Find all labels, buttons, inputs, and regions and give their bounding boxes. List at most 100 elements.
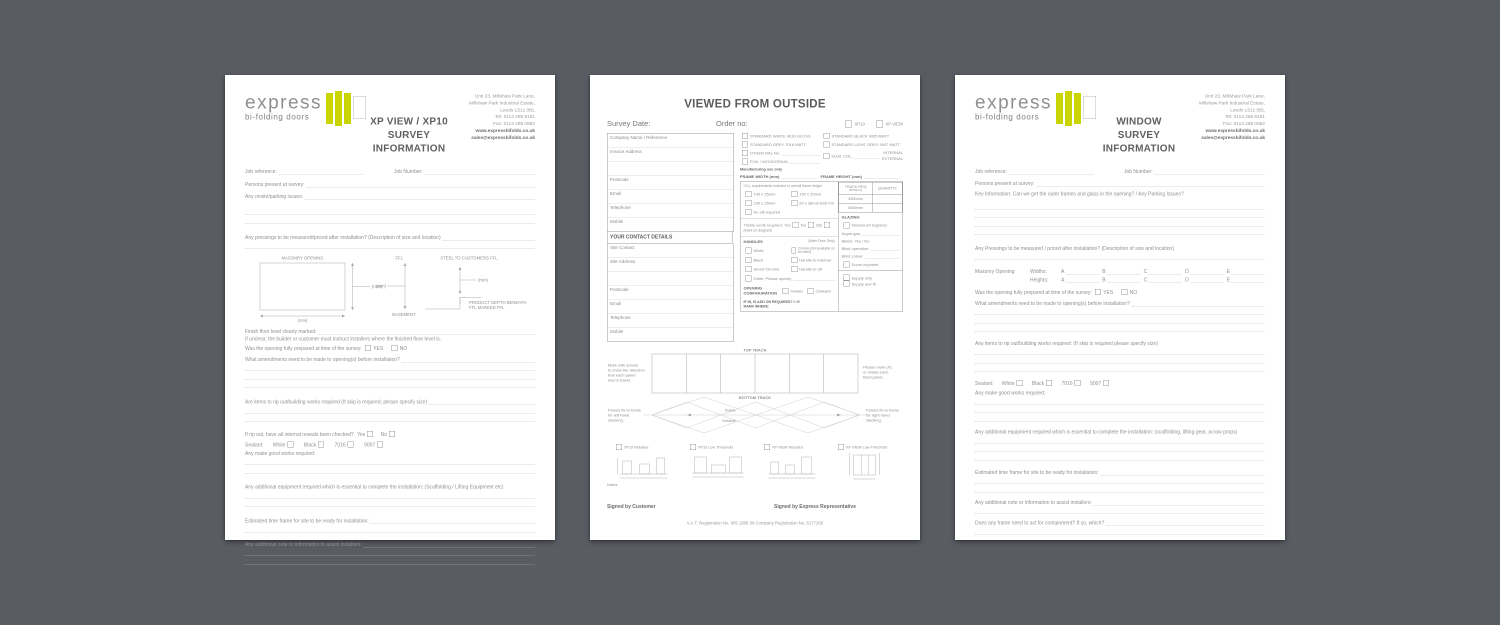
field-telephone[interactable]: Telephone (607, 204, 734, 218)
write-line[interactable] (245, 363, 535, 371)
field-company-name[interactable]: Company Name / Reference (607, 134, 734, 148)
checkbox-other-ral[interactable] (742, 150, 748, 156)
checkbox-handle-cill[interactable] (791, 266, 798, 272)
write-line[interactable] (975, 210, 1265, 218)
write-line[interactable] (1036, 181, 1265, 187)
field-site-postcode[interactable]: Postcode (607, 286, 734, 300)
checkbox-inward[interactable] (782, 288, 789, 295)
checkbox-xp10[interactable] (844, 120, 852, 128)
write-line[interactable] (975, 405, 1265, 413)
checkbox-reveals-yes[interactable] (367, 431, 374, 437)
write-line[interactable] (245, 215, 535, 224)
field-invoice-address-2[interactable] (607, 162, 734, 176)
write-line[interactable] (975, 444, 1265, 452)
write-line[interactable] (245, 524, 535, 533)
email-link[interactable]: sales@expressbifolds.co.uk (1201, 134, 1265, 141)
checkbox-sealant-black[interactable] (1046, 380, 1053, 386)
write-line[interactable] (975, 355, 1265, 364)
checkbox-trickle-qty[interactable] (824, 222, 831, 228)
checkbox-handle-white[interactable] (745, 247, 752, 254)
checkbox-handle-other[interactable] (745, 275, 752, 282)
write-line[interactable] (975, 506, 1265, 514)
write-line[interactable] (975, 413, 1265, 422)
write-line[interactable] (370, 518, 535, 524)
write-line[interactable] (975, 476, 1265, 484)
email-link[interactable]: sales@expressbifolds.co.uk (471, 134, 535, 141)
write-line[interactable] (1093, 500, 1265, 506)
checkbox-xpview[interactable] (875, 120, 883, 128)
checkbox-grey-7016[interactable] (742, 141, 748, 148)
checkbox-cill-230[interactable] (745, 200, 752, 206)
write-line[interactable] (975, 396, 1265, 405)
write-line[interactable] (975, 484, 1265, 493)
field-site-telephone[interactable]: Telephone (607, 314, 734, 328)
write-line[interactable] (245, 457, 535, 465)
write-line[interactable] (1107, 278, 1141, 283)
checkbox-trickle-no[interactable] (807, 222, 814, 228)
field-site-email[interactable]: Email (607, 300, 734, 314)
checkbox-outward[interactable] (807, 288, 814, 295)
website-link[interactable]: www.expressbifolds.co.uk (1205, 127, 1265, 134)
write-line[interactable] (975, 227, 1265, 235)
write-line[interactable] (975, 307, 1265, 315)
write-line[interactable] (401, 357, 535, 363)
checkbox-sealant-white[interactable] (287, 441, 294, 448)
write-line[interactable] (975, 452, 1265, 461)
checkbox-xp10-low[interactable] (690, 444, 696, 450)
write-line[interactable] (306, 182, 535, 188)
write-line[interactable] (1148, 269, 1183, 275)
field-email[interactable]: Email (607, 190, 734, 204)
checkbox-yes[interactable] (365, 345, 372, 351)
checkbox-black-matt[interactable] (823, 133, 830, 139)
write-line[interactable] (245, 380, 535, 388)
checkbox-reveals-no[interactable] (389, 431, 396, 437)
write-line[interactable] (1008, 169, 1094, 175)
write-line[interactable] (245, 207, 535, 215)
checkbox-white-gloss[interactable] (742, 133, 748, 139)
checkbox-sealant-white[interactable] (1016, 380, 1023, 386)
checkbox-handle-black[interactable] (745, 257, 752, 263)
write-line[interactable] (1190, 269, 1224, 275)
write-line[interactable] (245, 405, 535, 414)
field-site-address-2[interactable] (607, 272, 734, 286)
checkbox-light-grey[interactable] (823, 141, 830, 148)
write-line[interactable] (363, 542, 535, 548)
write-line[interactable] (870, 247, 900, 251)
checkbox-handle-smart-chrome[interactable] (745, 266, 752, 272)
checkbox-cill-150[interactable] (791, 191, 798, 197)
write-line[interactable] (975, 218, 1265, 227)
write-line[interactable] (245, 499, 535, 507)
checkbox-sealant-7016[interactable] (347, 441, 354, 448)
checkbox-cill-145[interactable] (745, 191, 752, 197)
checkbox-sealant-9007[interactable] (1103, 380, 1110, 386)
write-line[interactable] (789, 159, 820, 164)
checkbox-sealant-7016[interactable] (1074, 380, 1081, 386)
field-invoice-address[interactable]: Invoice Address (607, 148, 734, 162)
write-line[interactable] (1065, 269, 1100, 275)
write-line[interactable] (975, 526, 1265, 535)
write-line[interactable] (278, 169, 364, 175)
write-line[interactable] (854, 154, 880, 159)
write-line[interactable] (975, 201, 1265, 210)
write-line[interactable] (1106, 520, 1265, 526)
checkbox-no[interactable] (1121, 289, 1128, 295)
checkbox-no[interactable] (391, 345, 398, 351)
checkbox-dual-col[interactable] (823, 153, 830, 159)
checkbox-yes[interactable] (1095, 289, 1102, 295)
checkbox-sealant-9007[interactable] (377, 441, 384, 448)
checkbox-supply-fit[interactable] (843, 280, 850, 287)
write-line[interactable] (862, 232, 900, 236)
write-line[interactable] (245, 490, 535, 499)
write-line[interactable] (975, 364, 1265, 372)
checkbox-supply-only[interactable] (843, 274, 850, 281)
write-line[interactable] (245, 371, 535, 380)
write-line[interactable] (1231, 278, 1266, 283)
write-line[interactable] (442, 235, 535, 241)
checkbox-handle-internal[interactable] (791, 257, 798, 263)
checkbox-xpview-rebated[interactable] (764, 444, 770, 450)
field-postcode[interactable]: Postcode (607, 176, 734, 190)
write-line[interactable] (245, 548, 535, 556)
write-line[interactable] (245, 465, 535, 474)
write-line[interactable] (793, 276, 835, 281)
write-line[interactable] (975, 315, 1265, 324)
